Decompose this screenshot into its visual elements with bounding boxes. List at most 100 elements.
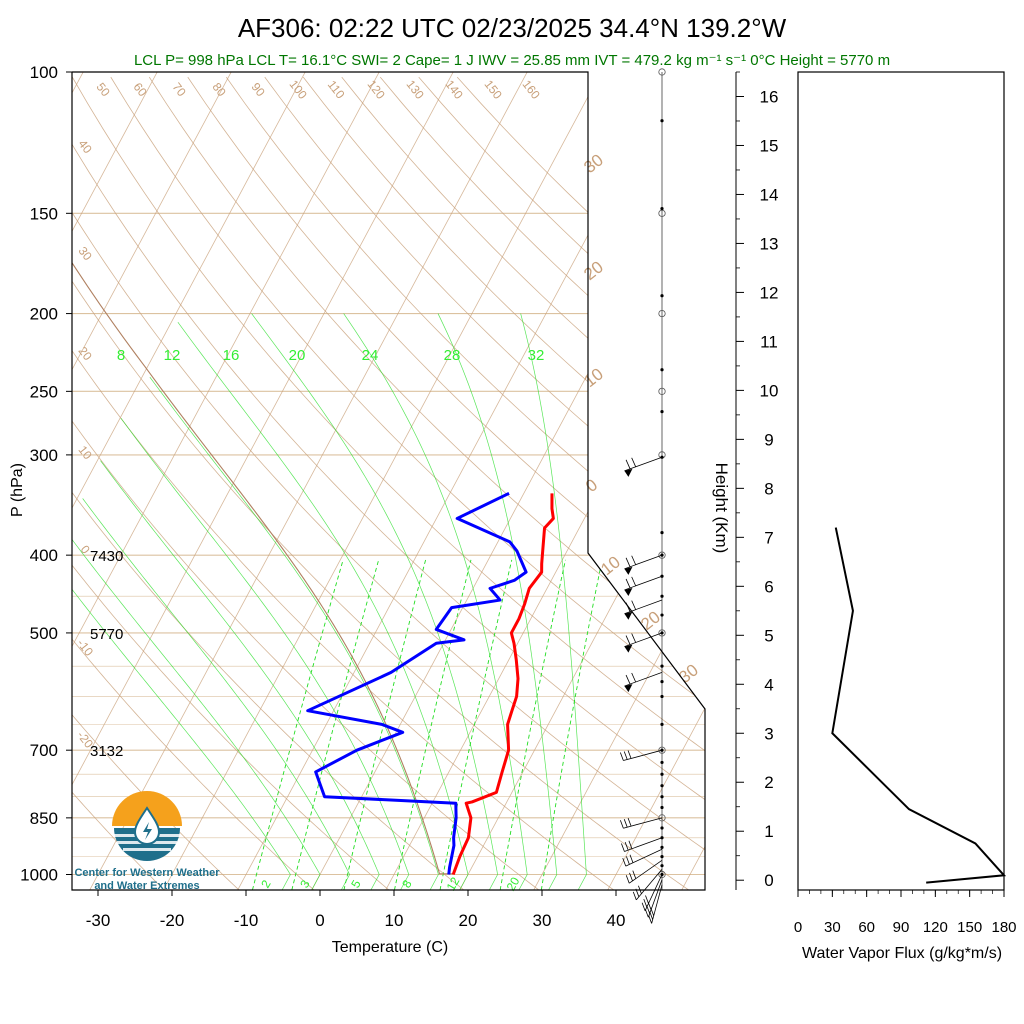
isotherm-20 [459, 72, 705, 890]
skewt-y-axis-label: P (hPa) [9, 463, 26, 517]
dry-adiabat-420 [341, 76, 705, 890]
dry-adiabat-300 [72, 76, 540, 890]
chart-title: AF306: 02:22 UTC 02/23/2025 34.4°N 139.2… [238, 13, 787, 43]
moist-adiabat-28 [343, 313, 528, 890]
wind-level-dot-925 [660, 845, 664, 849]
wind-level-dot-375 [660, 531, 664, 535]
mixing-ratio-bottom-label-12: 12 [444, 874, 463, 893]
dry-adiabat-290 [72, 76, 465, 890]
flux-profile-line [831, 527, 1007, 884]
wind-barb-13 [644, 879, 663, 918]
moist-adiabat-4 [82, 498, 350, 890]
x-tick-label-20: 20 [459, 911, 478, 930]
wind-level-dot-950 [660, 855, 664, 859]
y-tick-label-200: 200 [30, 305, 58, 324]
x-tick-label-10: 10 [385, 911, 404, 930]
height-tick-label-14: 14 [760, 185, 779, 204]
wind-barb-3 [624, 599, 663, 620]
wind-level-circle-700 [658, 746, 666, 754]
dry-adiabat-340 [72, 76, 705, 890]
height-tick-label-15: 15 [760, 136, 779, 155]
adiabat-label-0: 50 [94, 80, 113, 99]
wind-level-dot-800 [660, 795, 664, 799]
wind-level-dot-475 [660, 613, 664, 617]
wind-barb-9 [622, 848, 663, 867]
moist-adiabat-24 [251, 313, 498, 890]
y-tick-label-250: 250 [30, 382, 58, 401]
dry-adiabat-380 [187, 76, 705, 890]
x-tick-label--10: -10 [234, 911, 259, 930]
wind-level-dot-190 [660, 294, 664, 298]
flux-x-axis-label: Water Vapor Flux (g/kg*m/s) [802, 945, 1002, 962]
wind-barb-12 [641, 874, 663, 911]
wind-level-circle-100 [658, 68, 666, 76]
adiabat-label-3: 80 [210, 80, 229, 99]
wind-level-dot-265 [660, 410, 664, 414]
mixing-ratio-top-label-24: 24 [362, 347, 379, 364]
height-annotation-3132: 3132 [90, 743, 123, 760]
mixing-ratio-top-label-28: 28 [444, 347, 461, 364]
wind-level-dot-825 [660, 805, 664, 810]
dry-adiabat-270 [72, 76, 315, 890]
wind-level-dot-725 [660, 760, 664, 765]
adiabat-label-11: 160 [519, 77, 543, 102]
y-tick-label-850: 850 [30, 809, 58, 828]
flux-x-tick-label-0: 0 [794, 919, 802, 936]
dry-adiabat-360 [110, 76, 705, 890]
moist-adiabat-36 [520, 313, 587, 890]
mixing-ratio-3 [291, 559, 380, 890]
mixing-ratio-top-label-12: 12 [164, 347, 181, 364]
isotherm-10 [385, 72, 705, 890]
isotherm--70 [72, 72, 241, 890]
isotherm-40 [607, 72, 705, 890]
mixing-ratio-12 [439, 559, 513, 890]
wind-barb-2 [624, 575, 663, 596]
wind-level-dot-775 [660, 784, 664, 788]
skewt-x-axis-label: Temperature (C) [332, 939, 448, 956]
flux-x-tick-label-90: 90 [893, 919, 910, 936]
isotherm-50 [681, 72, 705, 890]
mixing-ratio-top-label-32: 32 [528, 347, 545, 364]
dry-adiabat-450 [456, 76, 705, 890]
cw3e-logo [112, 791, 182, 861]
wind-barb-10 [625, 859, 663, 884]
adiabat-label-25: 30 [675, 660, 702, 687]
height-tick-label-8: 8 [764, 479, 773, 498]
height-tick-label-13: 13 [760, 234, 779, 253]
flux-x-tick-label-150: 150 [957, 919, 982, 936]
skewt-profiles: 7430 5770 3132 [90, 491, 555, 876]
dry-adiabat-430 [379, 76, 705, 890]
adiabat-label-22: 0 [582, 475, 601, 496]
skewt-background-lines [72, 56, 1024, 890]
mixing-ratio-bottom-label-2: 2 [258, 877, 274, 890]
adiabat-label-10: 150 [481, 77, 505, 102]
wind-barb-0 [624, 456, 663, 477]
wind-barb-8 [621, 837, 663, 852]
moist-adiabat-0 [72, 527, 321, 890]
mixing-ratio-bottom-label-5: 5 [348, 877, 364, 890]
wind-barb-11 [632, 868, 663, 901]
mixing-ratio-top-label-20: 20 [289, 347, 306, 364]
wind-level-circle-850 [658, 814, 666, 822]
isotherm--50 [72, 72, 389, 890]
wind-level-dot-975 [660, 864, 664, 868]
isotherm--20 [163, 72, 611, 890]
isotherm-0 [311, 72, 705, 890]
flux-x-tick-label-180: 180 [991, 919, 1016, 936]
mixing-ratio-5 [343, 559, 427, 890]
moist-adiabat-8 [100, 460, 380, 890]
dry-adiabat-260 [72, 76, 240, 890]
mixing-ratio-2 [252, 559, 344, 890]
wind-level-dot-750 [660, 772, 664, 776]
logo-text-line1: Center for Western Weather [74, 867, 220, 879]
flux-y-axis-label: Height (Km) [712, 463, 731, 554]
wind-level-dot-235 [660, 368, 664, 372]
dry-adiabat-330 [72, 76, 705, 890]
isotherm--40 [72, 72, 463, 890]
adiabat-label-19: 30 [580, 150, 607, 177]
x-tick-label--30: -30 [86, 911, 111, 930]
adiabat-label-15: 10 [76, 443, 95, 462]
mixing-ratio-top-label-16: 16 [223, 347, 240, 364]
height-tick-label-6: 6 [764, 577, 773, 596]
isotherm-60 [756, 56, 1024, 890]
